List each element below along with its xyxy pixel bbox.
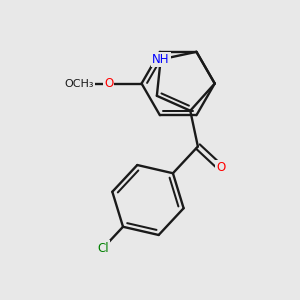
Text: O: O bbox=[104, 77, 113, 90]
Text: NH: NH bbox=[152, 53, 170, 66]
Text: O: O bbox=[216, 161, 225, 174]
Text: Cl: Cl bbox=[97, 242, 109, 255]
Text: OCH₃: OCH₃ bbox=[64, 79, 94, 88]
